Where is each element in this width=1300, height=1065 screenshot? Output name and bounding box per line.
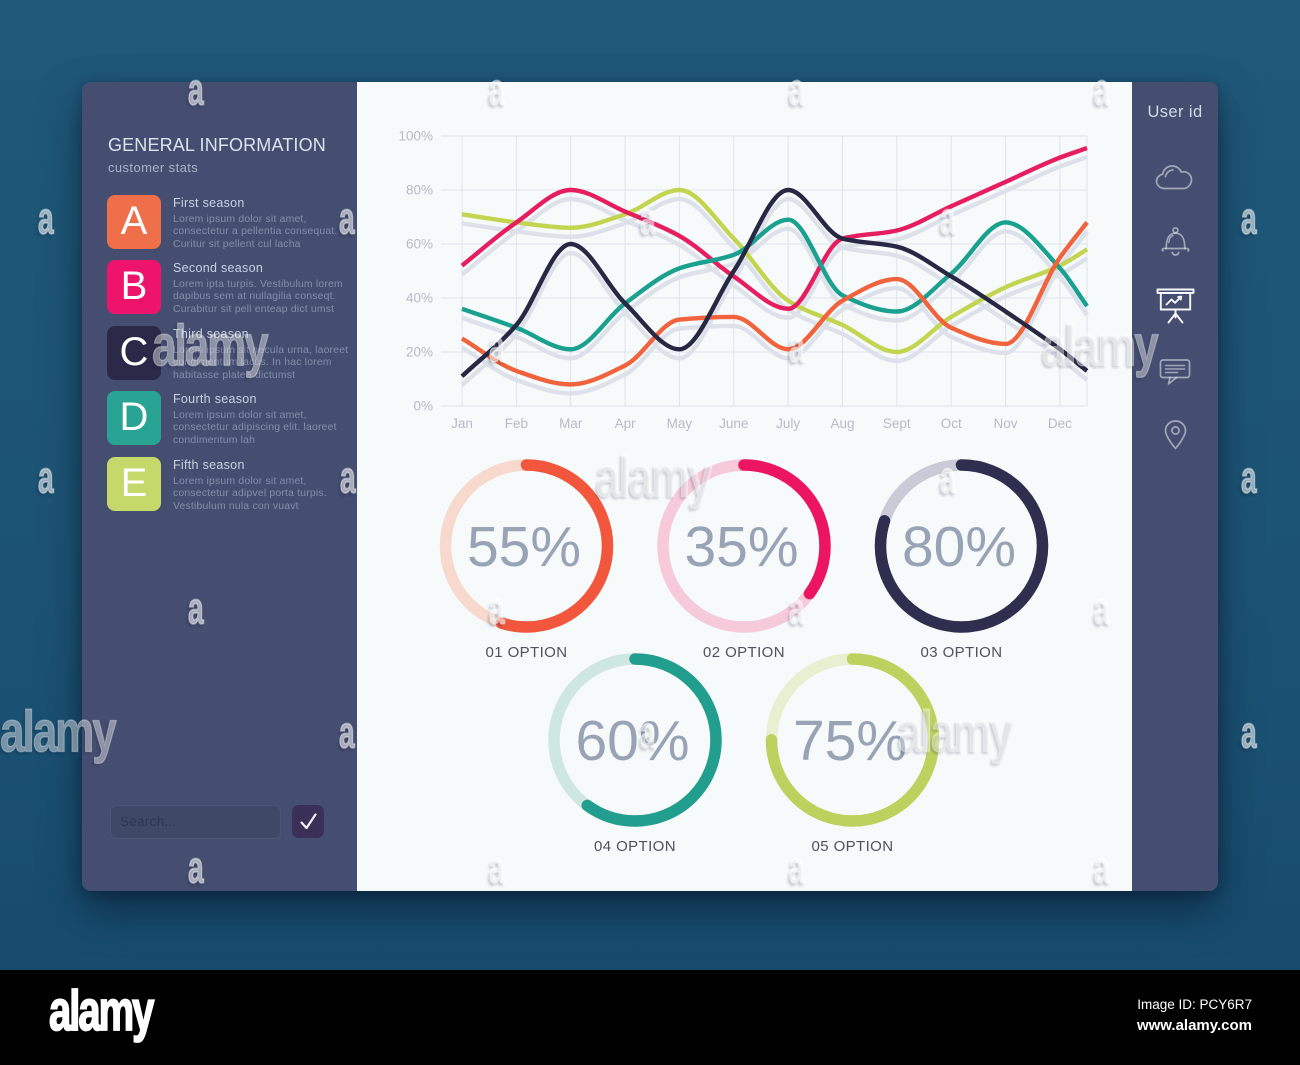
svg-text:20%: 20% [406,345,433,360]
svg-text:Apr: Apr [615,416,637,431]
svg-text:100%: 100% [398,129,433,144]
svg-text:35%: 35% [684,515,798,579]
svg-text:Aug: Aug [830,416,854,431]
svg-text:02 OPTION: 02 OPTION [703,644,785,661]
svg-text:Dec: Dec [1048,416,1072,431]
svg-text:80%: 80% [406,183,433,198]
svg-text:75%: 75% [793,709,907,773]
svg-text:03 OPTION: 03 OPTION [921,644,1003,661]
svg-text:June: June [719,416,748,431]
svg-text:60%: 60% [575,709,689,773]
svg-text:Sept: Sept [883,416,911,431]
svg-text:July: July [776,416,800,431]
svg-text:01 OPTION: 01 OPTION [486,644,568,661]
svg-text:May: May [667,416,693,431]
svg-text:05 OPTION: 05 OPTION [812,838,894,855]
svg-text:Oct: Oct [941,416,962,431]
svg-text:40%: 40% [406,291,433,306]
svg-text:0%: 0% [413,399,433,414]
svg-text:Jan: Jan [451,416,473,431]
svg-text:04 OPTION: 04 OPTION [594,838,676,855]
svg-text:Feb: Feb [505,416,528,431]
svg-text:55%: 55% [467,515,581,579]
svg-text:60%: 60% [406,237,433,252]
svg-text:80%: 80% [902,515,1016,579]
svg-text:Nov: Nov [993,416,1017,431]
svg-text:Mar: Mar [559,416,583,431]
